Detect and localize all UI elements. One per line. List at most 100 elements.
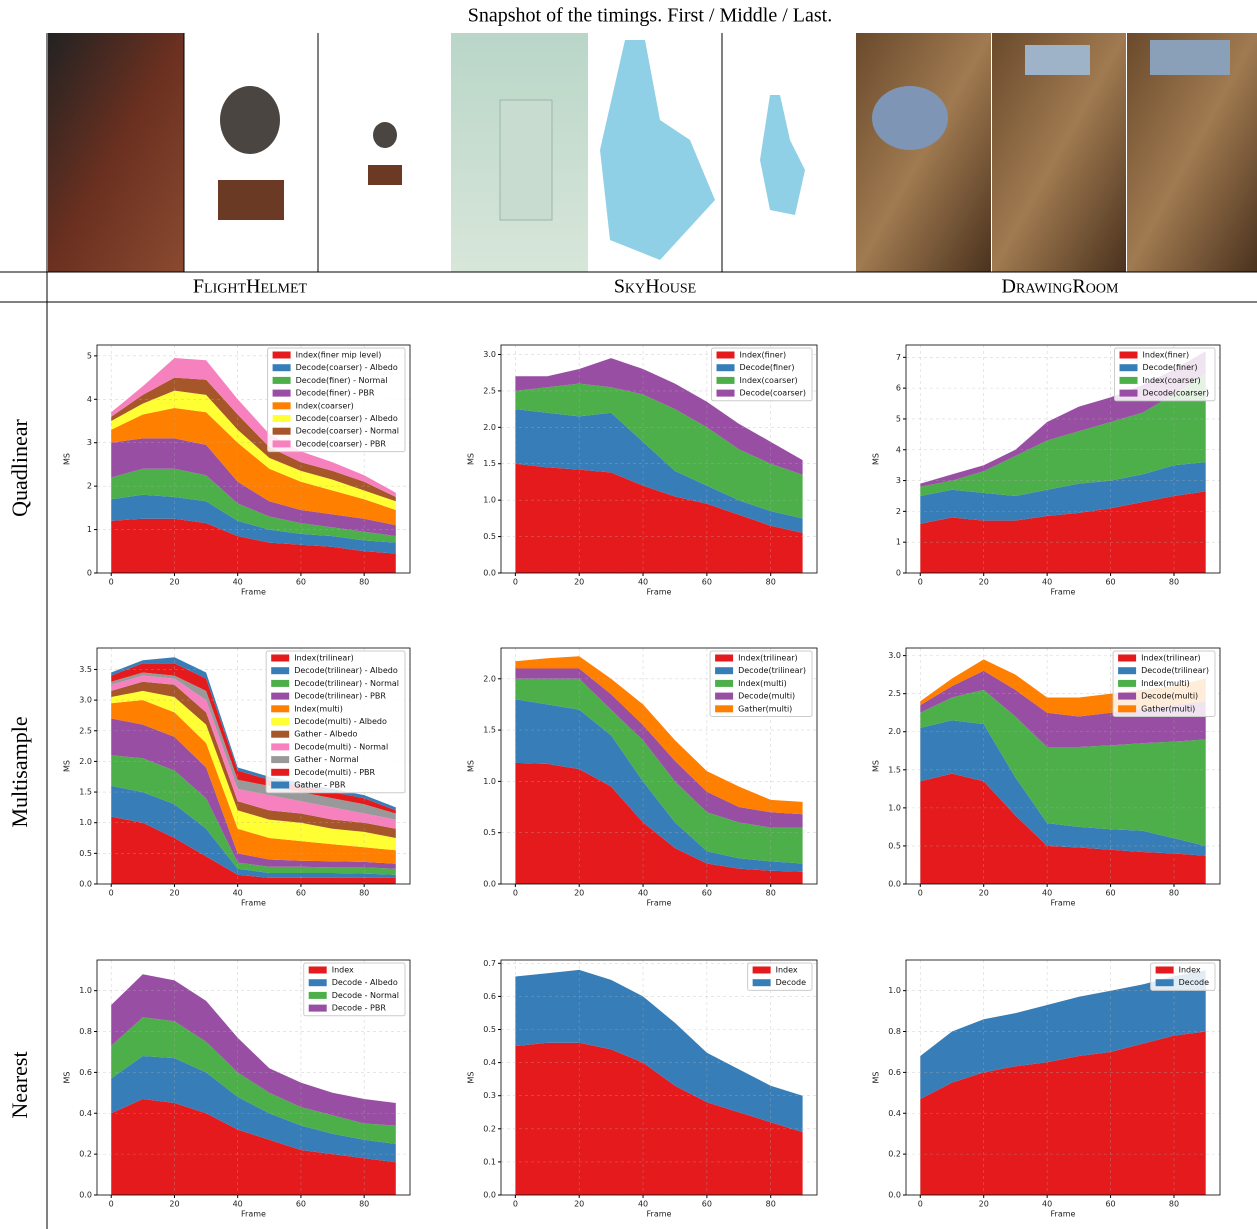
x-tick-label: 20 — [169, 889, 179, 898]
y-tick-label: 0 — [87, 569, 92, 578]
image — [856, 33, 991, 272]
y-tick-label: 2.5 — [79, 726, 92, 735]
x-axis-label: Frame — [1051, 1210, 1076, 1219]
legend-swatch — [271, 743, 289, 750]
y-tick-label: 2.5 — [483, 386, 496, 395]
legend-label: Decode(multi) — [738, 692, 795, 701]
y-tick-label: 0.4 — [888, 1109, 901, 1118]
legend-swatch — [717, 364, 735, 371]
y-tick-label: 0.8 — [888, 1027, 901, 1036]
x-tick-label: 0 — [513, 1200, 518, 1209]
x-tick-label: 60 — [702, 889, 712, 898]
x-tick-label: 0 — [109, 1200, 114, 1209]
legend-swatch — [715, 667, 733, 674]
x-axis-label: Frame — [241, 588, 266, 597]
scene-title: SkyHouse — [614, 276, 696, 298]
figure-title: Snapshot of the timings. First / Middle … — [468, 5, 832, 27]
x-tick-label: 40 — [233, 1200, 243, 1209]
x-tick-label: 0 — [513, 889, 518, 898]
y-tick-label: 1.5 — [483, 726, 496, 735]
y-tick-label: 1.0 — [483, 496, 496, 505]
y-tick-label: 3 — [896, 476, 901, 485]
legend-swatch — [1120, 364, 1138, 371]
y-tick-label: 0.0 — [483, 569, 496, 578]
legend: IndexDecode - AlbedoDecode - NormalDecod… — [304, 963, 405, 1016]
y-tick-label: 2.0 — [483, 674, 496, 683]
legend-label: Decode(finer) — [1143, 363, 1198, 372]
y-tick-label: 0.5 — [79, 849, 92, 858]
y-axis-label: MS — [467, 453, 476, 465]
legend-swatch — [273, 402, 291, 409]
x-tick-label: 80 — [359, 889, 369, 898]
x-tick-label: 20 — [979, 1200, 989, 1209]
y-tick-label: 0.7 — [483, 959, 496, 968]
x-axis-label: Frame — [647, 899, 672, 908]
scene-title: FlightHelmet — [193, 276, 308, 298]
legend-label: Decode — [1179, 978, 1209, 987]
legend-label: Decode(multi) - Albedo — [294, 717, 387, 726]
scene-title: DrawingRoom — [1002, 276, 1119, 298]
legend-swatch — [1118, 667, 1136, 674]
legend-swatch — [271, 693, 289, 700]
y-tick-label: 5 — [896, 414, 901, 423]
legend-label: Decode(trilinear) — [738, 666, 806, 675]
legend: Index(trilinear)Decode(trilinear)Index(m… — [710, 651, 812, 717]
y-tick-label: 1.5 — [888, 765, 901, 774]
legend-swatch — [753, 979, 771, 986]
y-tick-label: 0.8 — [79, 1027, 92, 1036]
x-tick-label: 20 — [979, 578, 989, 587]
y-tick-label: 1.0 — [888, 803, 901, 812]
legend-label: Decode - Albedo — [332, 978, 398, 987]
chart: 0.00.51.01.52.02.53.03.5020406080FrameMS… — [63, 648, 411, 908]
y-tick-label: 0.4 — [483, 1058, 496, 1067]
image — [368, 165, 402, 185]
legend-label: Decode(coarser) - PBR — [296, 439, 387, 448]
x-tick-label: 40 — [638, 578, 648, 587]
legend-label: Index(finer mip level) — [296, 351, 382, 360]
y-tick-label: 1.0 — [79, 986, 92, 995]
legend-label: Decode(multi) - PBR — [294, 768, 375, 777]
legend-swatch — [1118, 705, 1136, 712]
legend-label: Gather(multi) — [1141, 704, 1195, 713]
y-tick-label: 3.0 — [888, 651, 901, 660]
x-axis-label: Frame — [241, 1210, 266, 1219]
y-tick-label: 0.0 — [79, 1191, 92, 1200]
x-tick-label: 0 — [918, 578, 923, 587]
x-axis-label: Frame — [647, 1210, 672, 1219]
y-tick-label: 2 — [896, 507, 901, 516]
legend-label: Gather - Normal — [294, 755, 358, 764]
x-tick-label: 40 — [233, 889, 243, 898]
legend-label: Decode(coarser) - Albedo — [296, 414, 398, 423]
legend-label: Index(multi) — [1141, 679, 1190, 688]
legend-swatch — [1156, 979, 1174, 986]
x-tick-label: 0 — [109, 889, 114, 898]
legend-swatch — [273, 377, 291, 384]
x-tick-label: 60 — [1105, 578, 1115, 587]
legend-swatch — [1120, 352, 1138, 359]
y-tick-label: 2.5 — [888, 689, 901, 698]
y-tick-label: 0.6 — [79, 1068, 92, 1077]
legend-swatch — [273, 390, 291, 397]
legend-label: Index(coarser) — [296, 401, 354, 410]
legend-label: Decode - PBR — [332, 1004, 387, 1013]
legend-label: Decode — [776, 978, 806, 987]
x-tick-label: 60 — [702, 578, 712, 587]
y-tick-label: 0.2 — [79, 1150, 92, 1159]
legend-swatch — [717, 390, 735, 397]
legend-label: Decode(multi) — [1141, 692, 1198, 701]
x-tick-label: 60 — [296, 578, 306, 587]
x-tick-label: 0 — [109, 578, 114, 587]
legend-label: Index(trilinear) — [1141, 654, 1201, 663]
legend-label: Gather - Albedo — [294, 730, 357, 739]
legend-swatch — [1156, 967, 1174, 974]
legend-label: Decode(trilinear) — [1141, 666, 1209, 675]
x-tick-label: 40 — [1042, 1200, 1052, 1209]
legend-swatch — [309, 1005, 327, 1012]
x-tick-label: 20 — [169, 1200, 179, 1209]
legend-swatch — [1118, 680, 1136, 687]
x-tick-label: 60 — [296, 1200, 306, 1209]
y-tick-label: 3.0 — [79, 696, 92, 705]
